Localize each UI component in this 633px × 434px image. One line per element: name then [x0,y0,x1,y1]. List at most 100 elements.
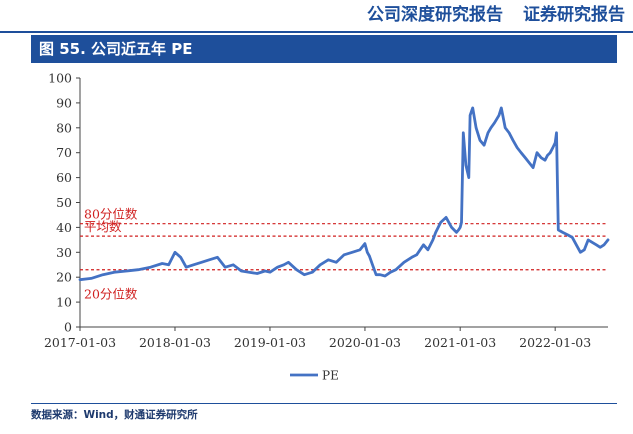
data-point [487,131,489,134]
data-point [591,241,594,244]
data-point [475,126,477,129]
y-tick-label: 20 [56,270,72,285]
y-tick-label: 100 [48,71,72,86]
data-point [469,114,471,117]
legend-label-pe: PE [322,369,339,383]
data-point [516,146,519,149]
data-point [583,248,586,251]
data-point [546,154,549,157]
x-tick-label: 2022-01-03 [519,335,591,350]
data-point [327,258,330,261]
y-tick-label: 80 [56,120,72,135]
data-point [465,164,467,167]
y-tick-label: 60 [56,170,72,185]
data-point [512,139,514,142]
data-point [216,256,219,259]
x-tick-label: 2021-01-03 [424,335,496,350]
y-tick-label: 30 [56,245,72,260]
data-point [368,255,371,257]
data-point [264,270,266,272]
data-point [248,271,251,274]
data-source: 数据来源：Wind，财通证券研究所 [31,409,198,421]
data-point [462,131,465,134]
chart-legend: PE [290,369,339,383]
data-point [467,176,470,179]
data-point [161,262,164,265]
data-point [431,238,434,241]
data-point [415,253,418,256]
data-point [561,231,564,234]
data-point [276,266,279,269]
figure-title: 图 55. 公司近五年 PE [31,35,617,63]
data-point [366,251,369,254]
data-point [351,251,354,254]
data-point [479,139,481,142]
data-point [603,243,605,246]
data-point [319,263,322,266]
footer-divider [31,403,617,404]
data-point [389,271,392,274]
data-point [540,156,543,159]
data-point [179,256,182,259]
data-point [240,270,243,272]
data-point [493,121,496,124]
data-point [607,238,609,241]
data-point [500,106,503,109]
data-point [544,159,546,162]
data-point [410,256,413,259]
data-point [528,161,531,164]
y-tick-label: 40 [56,220,72,235]
data-point [483,144,486,147]
data-point [579,251,582,254]
data-point [167,263,170,266]
data-point [450,226,453,229]
data-point [174,251,176,254]
data-point [125,270,128,272]
chart-series [78,106,610,282]
data-point [459,226,462,229]
data-point [113,271,116,274]
data-point [232,263,235,266]
data-point [599,246,602,249]
header-divider [0,31,633,33]
data-point [384,275,386,277]
data-point [282,263,285,266]
threshold-label: 80分位数 [84,207,138,222]
data-point [101,273,104,276]
data-point [311,271,314,274]
data-point [192,263,195,266]
data-point [498,114,500,117]
data-point [295,268,298,271]
data-point [571,236,574,239]
data-point [256,272,259,275]
data-point [536,151,538,154]
x-tick-label: 2020-01-03 [329,335,401,350]
chart-axes: 0 10 20 30 40 50 60 70 80 90 100 2017-01-03 2018-01-… [44,71,608,350]
y-tick-label: 0 [64,320,72,335]
data-point [422,243,425,246]
series-line-pe [78,106,610,282]
data-point [445,216,448,219]
data-point [200,261,203,264]
data-point [504,126,507,129]
x-tick-label: 2017-01-03 [44,335,116,350]
report-header: 公司深度研究报告 证券研究报告 [367,0,625,30]
data-point [427,248,429,251]
data-point [395,268,397,271]
threshold-label: 平均数 [84,219,122,234]
data-point [457,228,460,231]
y-tick-label: 10 [56,295,72,310]
data-point [557,228,560,231]
y-tick-label: 90 [56,95,72,110]
data-point [575,243,578,246]
data-point [359,248,361,251]
data-point [508,131,511,134]
data-point [489,126,492,129]
data-point [208,258,211,261]
data-point [595,243,598,246]
data-point [566,233,569,236]
data-point [520,151,522,154]
data-point [90,277,93,280]
